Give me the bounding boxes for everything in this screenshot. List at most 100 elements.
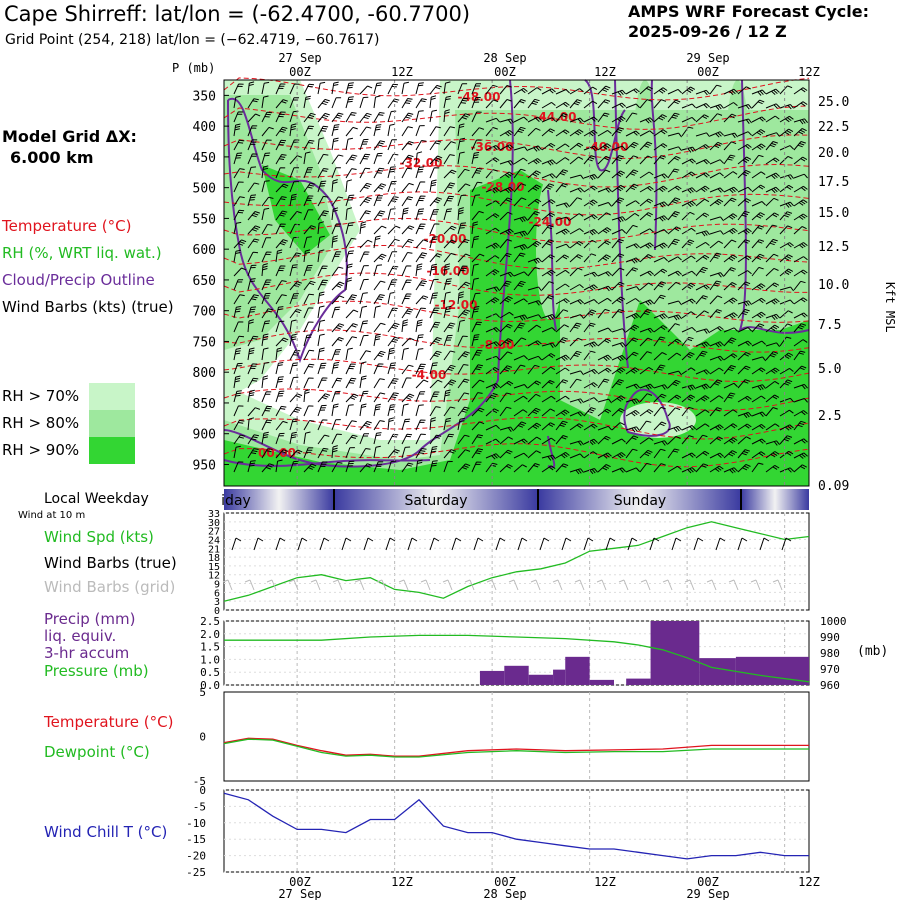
- pressure-ytick-2: 980: [820, 647, 840, 660]
- wind-barb: [261, 111, 272, 123]
- wind-barb: [625, 312, 640, 320]
- wind-barb: [373, 461, 384, 473]
- wind-barb: [373, 112, 385, 123]
- wind-barb: [639, 327, 654, 334]
- wind-barb: [303, 195, 314, 207]
- wind-barb: [751, 129, 766, 137]
- wind-barb: [597, 398, 612, 404]
- wind-barb: [611, 367, 626, 375]
- wind-barb: [625, 337, 639, 347]
- wind-barb: [401, 196, 413, 207]
- wind-barb: [667, 211, 680, 221]
- wind-barb: [555, 298, 570, 305]
- surface-barb: [759, 537, 770, 551]
- wind-barb: [247, 448, 259, 459]
- wind-barb: [443, 449, 457, 459]
- wind-barb: [737, 104, 752, 110]
- wind-barb: [541, 314, 556, 321]
- wind-barb: [667, 155, 681, 165]
- height-tick-5: 12.5: [818, 240, 849, 255]
- wind-barb: [583, 229, 598, 236]
- wind-barb: [373, 82, 382, 95]
- wind-barb: [345, 96, 354, 109]
- wind-barb: [387, 251, 398, 263]
- wind-barb: [723, 113, 737, 123]
- wind-barb: [303, 363, 315, 375]
- wind-barb: [625, 141, 639, 151]
- pressure-tick-700: 700: [193, 305, 216, 320]
- wind-barb: [303, 447, 314, 459]
- wind-barb: [541, 224, 554, 235]
- wind-barb: [471, 407, 485, 417]
- rh70-swatch: [89, 383, 135, 410]
- wind-barb: [611, 452, 626, 459]
- wind-barb: [471, 334, 480, 347]
- wind-barb: [303, 125, 314, 137]
- wind-barb: [751, 239, 765, 249]
- windchill-ytick-2: -10: [186, 817, 206, 830]
- wind-barb: [401, 126, 413, 137]
- wind-barb: [471, 127, 485, 137]
- wind-barb: [415, 379, 429, 389]
- wind-barb: [625, 267, 639, 277]
- wind-ytick-7: 12: [208, 571, 220, 582]
- pressure-tick-750: 750: [193, 335, 216, 350]
- wind-barb: [639, 383, 655, 390]
- wind-barb: [275, 154, 287, 165]
- wind-barb: [597, 99, 611, 109]
- wind-barb: [723, 102, 738, 109]
- wind-barb: [373, 253, 387, 263]
- wind-barb: [569, 213, 584, 221]
- wind-barb: [709, 367, 724, 375]
- wind-barb: [317, 221, 325, 235]
- wind-barb: [583, 397, 598, 403]
- wind-barb: [247, 319, 254, 333]
- wind-barb: [429, 155, 443, 165]
- wind-barb: [303, 167, 313, 179]
- height-tick-3: 17.5: [818, 175, 849, 190]
- wind-barb: [303, 95, 311, 109]
- wind-barb: [331, 433, 342, 445]
- wind-barb: [345, 347, 353, 361]
- wind-barb: [261, 448, 273, 459]
- wind-barb: [233, 347, 242, 361]
- wind-barb: [597, 354, 612, 362]
- wind-barb: [499, 211, 513, 221]
- wind-barb: [387, 362, 397, 375]
- wind-barb: [513, 157, 528, 165]
- wind-barb: [359, 85, 373, 95]
- temperature-contour-3: [223, 163, 810, 188]
- wind-barb: [485, 242, 500, 249]
- wind-barb: [485, 213, 500, 221]
- wind-barb: [583, 382, 598, 389]
- wind-barb: [317, 279, 328, 291]
- wind-barb: [317, 112, 330, 123]
- wind-barb: [317, 180, 327, 193]
- wind-barb: [793, 297, 808, 305]
- bottom-date-2: 29 Sep: [686, 887, 729, 900]
- wind-barb: [737, 463, 751, 473]
- wind-barb: [247, 294, 259, 305]
- wind-barb: [737, 449, 750, 459]
- wind-barb: [611, 296, 626, 305]
- precip-bar-5: [589, 679, 614, 685]
- precip-ytick-5: 0.0: [200, 679, 220, 692]
- wind-barb: [443, 195, 454, 207]
- surface-barb: [605, 537, 616, 551]
- wind-ytick-5: 18: [208, 553, 220, 564]
- wind-barb: [611, 170, 626, 179]
- wind-barb: [653, 406, 666, 417]
- wind-barb: [471, 392, 483, 403]
- wind-barb: [597, 143, 612, 151]
- wind-barb: [499, 392, 512, 403]
- wind-barb: [653, 173, 668, 179]
- wind-barb: [611, 309, 624, 319]
- wind-barb: [779, 254, 793, 263]
- wind-barb: [569, 423, 584, 431]
- wind-barb: [443, 389, 451, 403]
- wind-barb: [401, 167, 413, 179]
- bottom-time-tick-0: 00Z: [289, 875, 311, 889]
- wind-barb: [233, 249, 241, 263]
- wind-barb: [415, 151, 423, 165]
- wind-barb: [485, 366, 500, 375]
